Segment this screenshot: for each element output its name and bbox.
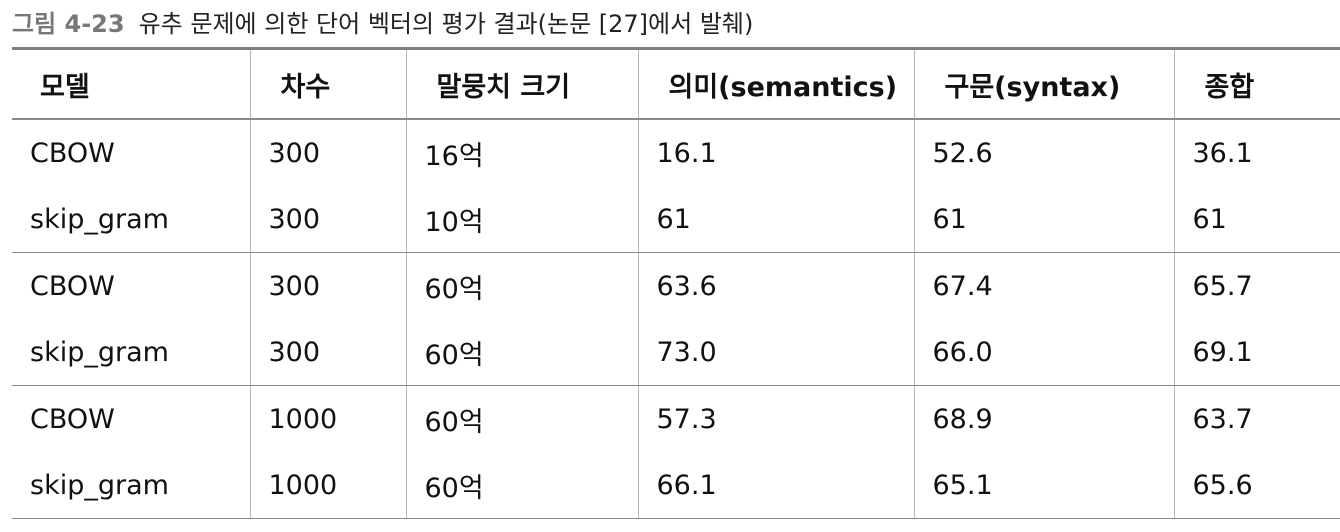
cell-semantics: 63.6 — [637, 252, 914, 319]
cell-dimension: 300 — [249, 252, 406, 319]
header-row: 모델 차수 말뭉치 크기 의미(semantics) 구문(syntax) 종합 — [12, 50, 1340, 120]
cell-semantics: 73.0 — [637, 319, 914, 386]
header-total: 종합 — [1173, 50, 1340, 120]
cell-model: skip_gram — [12, 186, 250, 253]
cell-corpus-size: 10억 — [405, 186, 638, 253]
cell-total: 63.7 — [1173, 385, 1340, 452]
cell-total: 36.1 — [1173, 119, 1340, 186]
header-dimension: 차수 — [249, 50, 406, 120]
table-row: skip_gram 1000 60억 66.1 65.1 65.6 — [12, 452, 1340, 519]
cell-dimension: 300 — [249, 319, 406, 386]
table-row: CBOW 300 16억 16.1 52.6 36.1 — [12, 119, 1340, 186]
cell-total: 69.1 — [1173, 319, 1340, 386]
cell-semantics: 61 — [637, 186, 914, 253]
header-semantics: 의미(semantics) — [637, 50, 914, 120]
cell-corpus-size: 60억 — [405, 385, 638, 452]
cell-syntax: 68.9 — [913, 385, 1174, 452]
cell-total: 65.6 — [1173, 452, 1340, 519]
cell-dimension: 1000 — [249, 385, 406, 452]
cell-model: CBOW — [30, 137, 115, 169]
figure-caption: 그림 4-23 유추 문제에 의한 단어 벡터의 평가 결과(논문 [27]에서 … — [12, 6, 753, 42]
header-model: 모델 — [12, 50, 250, 120]
cell-syntax: 65.1 — [913, 452, 1174, 519]
table-row: CBOW 1000 60억 57.3 68.9 63.7 — [12, 385, 1340, 452]
cell-dimension: 300 — [249, 119, 406, 186]
cell-total: 61 — [1173, 186, 1340, 253]
figure-label: 그림 4-23 — [12, 10, 125, 38]
table-row: CBOW 300 60억 63.6 67.4 65.7 — [12, 252, 1340, 319]
cell-corpus-size: 60억 — [405, 252, 638, 319]
results-table: 모델 차수 말뭉치 크기 의미(semantics) 구문(syntax) 종합… — [12, 50, 1340, 519]
cell-model: CBOW — [30, 270, 115, 302]
cell-semantics: 57.3 — [637, 385, 914, 452]
table-row: skip_gram 300 10억 61 61 61 — [12, 186, 1340, 253]
cell-total: 65.7 — [1173, 252, 1340, 319]
header-syntax: 구문(syntax) — [913, 50, 1174, 120]
cell-corpus-size: 60억 — [405, 452, 638, 519]
table-row: skip_gram 300 60억 73.0 66.0 69.1 — [12, 319, 1340, 386]
cell-syntax: 67.4 — [913, 252, 1174, 319]
header-corpus-size: 말뭉치 크기 — [405, 50, 638, 120]
cell-syntax: 66.0 — [913, 319, 1174, 386]
cell-model: CBOW — [30, 403, 115, 435]
cell-corpus-size: 60억 — [405, 319, 638, 386]
table-top-rule — [12, 47, 1340, 50]
cell-syntax: 61 — [913, 186, 1174, 253]
figure-title: 유추 문제에 의한 단어 벡터의 평가 결과(논문 [27]에서 발췌) — [138, 10, 754, 38]
cell-semantics: 16.1 — [637, 119, 914, 186]
cell-dimension: 1000 — [249, 452, 406, 519]
cell-model: skip_gram — [12, 452, 250, 519]
cell-corpus-size: 16억 — [405, 119, 638, 186]
cell-semantics: 66.1 — [637, 452, 914, 519]
cell-dimension: 300 — [249, 186, 406, 253]
cell-model: skip_gram — [12, 319, 250, 386]
cell-syntax: 52.6 — [913, 119, 1174, 186]
